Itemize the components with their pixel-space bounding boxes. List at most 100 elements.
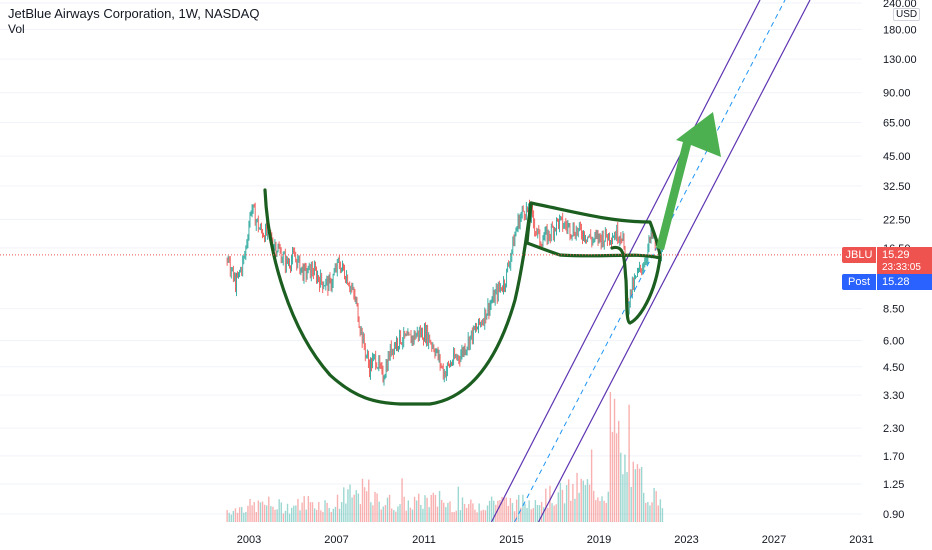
volume-bar bbox=[630, 487, 632, 522]
volume-bar bbox=[255, 512, 257, 522]
price-tick-label: 2.30 bbox=[883, 423, 904, 435]
volume-bar bbox=[617, 420, 620, 522]
volume-bar bbox=[380, 509, 382, 522]
volume-bar bbox=[370, 502, 372, 522]
volume-bar bbox=[474, 509, 476, 522]
price-axis[interactable]: 180.00130.0090.0065.0045.0032.5022.5016.… bbox=[883, 0, 917, 521]
chart-title[interactable]: JetBlue Airways Corporation, 1W, NASDAQ bbox=[8, 6, 260, 21]
volume-bar bbox=[484, 510, 487, 522]
volume-bar bbox=[620, 452, 622, 522]
cup-outline[interactable] bbox=[263, 188, 533, 406]
volume-bar bbox=[609, 392, 612, 522]
volume-bar bbox=[265, 505, 268, 522]
volume-bar bbox=[584, 485, 587, 522]
volume-bar bbox=[580, 478, 582, 522]
volume-bar bbox=[357, 493, 360, 522]
time-axis[interactable]: 2003 2007 2011 2015 2019 2023 2027 2031 bbox=[237, 534, 874, 546]
volume-bar bbox=[307, 496, 310, 522]
volume-bar bbox=[657, 505, 659, 522]
time-tick-label: 2015 bbox=[499, 534, 523, 546]
volume-bar bbox=[522, 494, 524, 522]
handle-consolidation-box[interactable] bbox=[525, 201, 662, 260]
price-tick-label: 1.70 bbox=[883, 451, 904, 463]
volume-bar bbox=[295, 505, 297, 522]
volume-bar bbox=[251, 505, 253, 522]
volume-bar bbox=[228, 512, 230, 522]
price-tick-label: 3.30 bbox=[883, 390, 904, 402]
volume-bar bbox=[245, 511, 247, 522]
volume-bar bbox=[543, 507, 545, 522]
volume-bar bbox=[570, 500, 572, 522]
volume-bar bbox=[368, 479, 370, 522]
volume-bar bbox=[478, 503, 480, 522]
volume-bar bbox=[578, 492, 580, 522]
volume-bar bbox=[561, 489, 564, 522]
volume-bar bbox=[640, 466, 643, 522]
volume-bar bbox=[236, 512, 239, 522]
volume-bar bbox=[649, 505, 651, 522]
volume-bar bbox=[457, 486, 460, 522]
volume-bar bbox=[655, 491, 657, 522]
volume-bar bbox=[345, 503, 347, 522]
price-tick-label: 65.00 bbox=[883, 117, 911, 129]
volume-bar bbox=[661, 508, 664, 522]
handle-outline[interactable] bbox=[610, 245, 662, 325]
currency-label[interactable]: USD bbox=[893, 8, 921, 21]
volume-bar bbox=[232, 510, 235, 522]
volume-bar bbox=[482, 509, 485, 522]
channel-mid-line[interactable] bbox=[514, 0, 786, 523]
time-tick-label: 2007 bbox=[324, 534, 348, 546]
volume-bar bbox=[278, 499, 280, 522]
price-tick-label: 0.90 bbox=[883, 509, 904, 521]
volume-bar bbox=[401, 478, 403, 522]
volume-bar bbox=[395, 511, 397, 522]
price-tick-label: 22.50 bbox=[883, 215, 911, 227]
volume-bar bbox=[390, 508, 393, 522]
price-tick-label: 32.50 bbox=[883, 181, 911, 193]
post-market-price: 15.28 bbox=[877, 274, 932, 290]
volume-bar bbox=[270, 506, 272, 522]
volume-bar bbox=[557, 492, 559, 522]
volume-bar bbox=[324, 500, 326, 522]
volume-bar bbox=[480, 510, 482, 522]
volume-bar bbox=[253, 502, 255, 522]
time-tick-label: 2031 bbox=[849, 534, 873, 546]
volume-bar bbox=[353, 494, 355, 522]
cup-and-handle-drawing[interactable] bbox=[263, 112, 721, 406]
volume-bar bbox=[305, 509, 307, 522]
volume-bar bbox=[461, 497, 464, 522]
volume-bar bbox=[509, 497, 512, 522]
volume-bar bbox=[259, 502, 262, 522]
volume-bar bbox=[261, 501, 264, 522]
volume-bar bbox=[634, 469, 637, 522]
volume-bar bbox=[540, 502, 543, 522]
volume-bar bbox=[605, 502, 607, 522]
volume-bar bbox=[330, 512, 332, 522]
volume-bar bbox=[290, 507, 293, 522]
volume-bar bbox=[624, 454, 626, 522]
volume-bar bbox=[645, 502, 647, 522]
volume-bar bbox=[374, 491, 376, 522]
trend-channel[interactable] bbox=[490, 0, 811, 523]
volume-legend[interactable]: Vol bbox=[8, 22, 25, 36]
volume-bar bbox=[230, 514, 232, 522]
volume-bar bbox=[430, 494, 432, 522]
volume-bar bbox=[547, 507, 549, 522]
volume-bar bbox=[403, 496, 405, 522]
volume-bar bbox=[297, 498, 299, 522]
channel-lower-line[interactable] bbox=[537, 0, 811, 523]
volume-bar bbox=[413, 496, 416, 522]
volume-bar bbox=[428, 507, 430, 522]
volume-bar bbox=[315, 509, 318, 522]
volume-bar bbox=[234, 508, 237, 522]
volume-bar bbox=[590, 449, 593, 522]
volume-bar bbox=[490, 496, 493, 522]
volume-bar bbox=[595, 500, 597, 522]
volume-bar bbox=[338, 508, 341, 522]
volume-bar bbox=[349, 484, 351, 522]
breakout-arrow[interactable] bbox=[656, 112, 721, 250]
volume-bar bbox=[355, 490, 357, 522]
volume-bar bbox=[636, 464, 639, 522]
